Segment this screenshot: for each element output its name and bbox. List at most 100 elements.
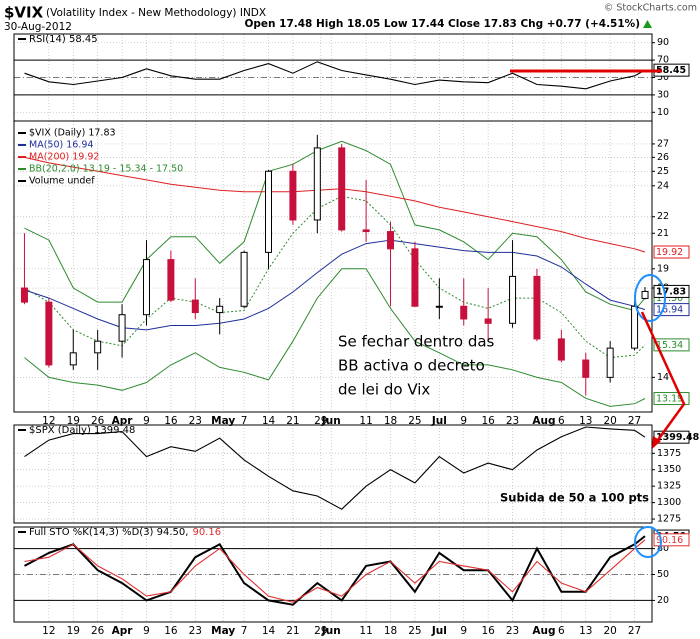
chart-layer: 10 30 50 70 90 58.45 RSI(14) 58.45 12 19 26 Apr 9 16…	[13, 33, 700, 637]
candle-body	[582, 359, 590, 378]
y-tick-label: 1350	[657, 464, 681, 475]
annotation: BB activa o decreto	[338, 357, 485, 375]
band-middle	[24, 195, 646, 359]
candle-body	[45, 301, 53, 366]
panel-title: $SPX (Daily) 1399.48	[29, 425, 135, 436]
source: © StockCharts.com	[604, 3, 697, 14]
candle-body	[313, 147, 321, 221]
candle-body	[289, 170, 297, 221]
candle-body	[641, 290, 649, 299]
value-badge-label: 13.19	[656, 394, 683, 405]
value-badge-label: 17.50	[656, 293, 683, 304]
candle-body	[557, 338, 565, 361]
x-tick-label: 20	[603, 415, 616, 427]
annotation: de lei do Vix	[338, 381, 430, 399]
candle-body	[265, 170, 273, 253]
y-tick-label: 27	[657, 138, 669, 149]
band-upper	[24, 140, 646, 312]
x-tick-label: 13	[579, 415, 592, 427]
x-tick-label: 27	[628, 625, 641, 637]
x-tick-label: 21	[286, 625, 299, 637]
annotation: Subida de 50 a 100 pts	[500, 491, 649, 505]
x-tick-label: Apr	[112, 625, 134, 637]
candle-body	[484, 318, 492, 324]
candle-body	[533, 275, 541, 340]
x-tick-label: 23	[189, 625, 202, 637]
y-tick-label: 14	[657, 372, 669, 383]
y-tick-label: 50	[657, 72, 669, 83]
blue-ellipse	[634, 274, 666, 322]
candle-body	[606, 347, 614, 378]
series-line	[24, 535, 646, 606]
panel-title: Full STO %K(14,3) %D(3) 94.50,	[29, 527, 188, 538]
x-tick-label: 7	[241, 625, 248, 637]
x-tick-label: 9	[460, 415, 467, 427]
x-tick-label: 20	[603, 625, 616, 637]
x-tick-label: 12	[42, 415, 55, 427]
legend-label: $VIX (Daily) 17.83	[29, 128, 116, 139]
y-tick-label: 70	[657, 55, 669, 66]
legend-label: MA(200) 19.92	[29, 152, 99, 163]
x-tick-label: Jul	[431, 625, 447, 637]
x-tick-label: 18	[384, 415, 397, 427]
moving-average	[24, 239, 646, 331]
value-badge-label: 15.34	[656, 340, 683, 351]
value-badge-label: 17.83	[656, 286, 686, 297]
value-badge-label: 90.16	[656, 535, 683, 546]
x-tick-label: Jun	[321, 625, 341, 637]
value-badge	[653, 303, 690, 317]
x-tick-label: 7	[241, 415, 248, 427]
x-tick-label: 16	[481, 415, 495, 427]
blue-ellipse	[634, 526, 662, 558]
series-line	[24, 539, 646, 603]
symbol-name: (Volatility Index - New Methodology) IND…	[46, 7, 266, 19]
red-arrow	[640, 311, 686, 445]
x-tick-label: 12	[42, 625, 55, 637]
candle-body	[216, 305, 224, 314]
y-tick-label: 25	[657, 166, 669, 177]
x-tick-label: 19	[67, 625, 80, 637]
panel-frame	[13, 424, 653, 524]
candle-body	[69, 352, 77, 366]
x-tick-label: 11	[359, 415, 372, 427]
candle-body	[631, 305, 639, 349]
candle-body	[167, 259, 175, 301]
y-tick-label: 24	[657, 180, 669, 191]
x-tick-label: 6	[558, 625, 565, 637]
legend-label: Volume undef	[29, 176, 95, 187]
x-tick-label: 9	[143, 625, 150, 637]
value-badge	[653, 338, 690, 352]
x-tick-label: Apr	[112, 415, 134, 427]
x-tick-label: Jul	[431, 415, 447, 427]
candle-body	[411, 248, 419, 307]
y-tick-label: 26	[657, 152, 669, 163]
x-tick-label: 27	[628, 415, 641, 427]
x-tick-label: 9	[460, 625, 467, 637]
candle-body	[118, 314, 126, 342]
symbol: $VIX	[4, 4, 44, 22]
y-tick-label: 1275	[657, 514, 681, 525]
panel-title-value: 90.16	[192, 527, 221, 538]
value-badge	[653, 245, 690, 259]
x-tick-label: 16	[481, 625, 495, 637]
x-tick-label: May	[211, 415, 235, 427]
y-tick-label: 19	[657, 263, 669, 274]
up-arrow	[643, 20, 652, 28]
panel-frame	[13, 120, 653, 413]
y-tick-label: 30	[657, 89, 669, 100]
value-badge	[653, 533, 690, 547]
y-tick-label: 21	[657, 228, 669, 239]
x-tick-label: 14	[262, 415, 276, 427]
x-tick-label: 23	[506, 415, 519, 427]
x-tick-label: 14	[262, 625, 276, 637]
y-tick-label: 1300	[657, 497, 681, 508]
x-tick-label: 19	[67, 415, 80, 427]
y-tick-label: 20	[657, 595, 669, 606]
x-tick-label: 9	[143, 415, 150, 427]
candle-body	[435, 305, 443, 308]
x-tick-label: 26	[91, 625, 105, 637]
x-tick-label: 6	[558, 415, 565, 427]
x-tick-label: 23	[506, 625, 519, 637]
y-tick-label: 1325	[657, 481, 681, 492]
